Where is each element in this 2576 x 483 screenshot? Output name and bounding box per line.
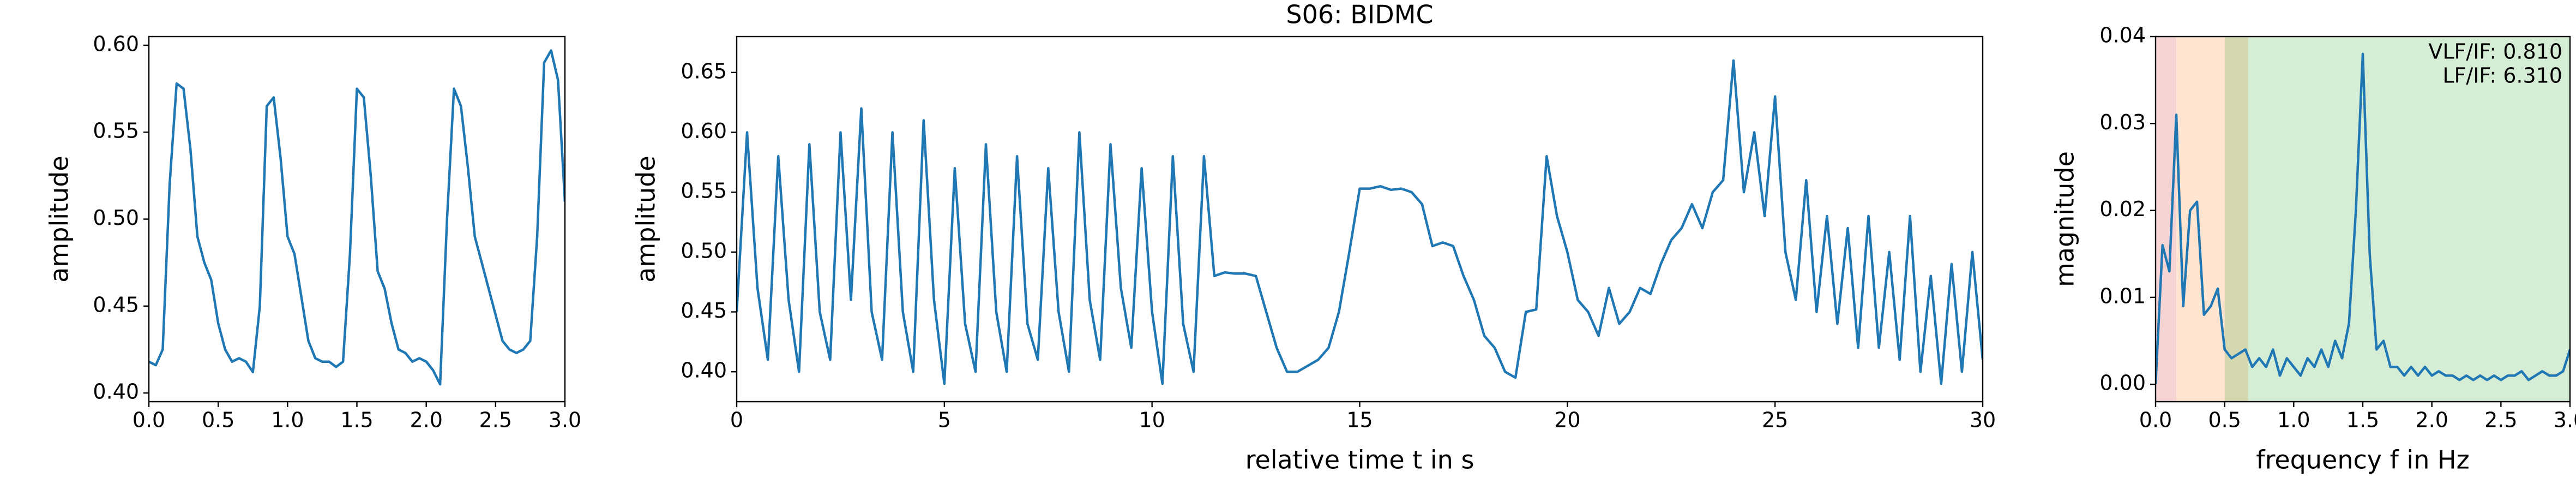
x-tick-label: 0.0 <box>133 408 165 432</box>
x-tick-label: 1.5 <box>340 408 373 432</box>
x-tick-label: 25 <box>1762 408 1788 432</box>
x-tick-label: 2.0 <box>410 408 442 432</box>
y-tick-label: 0.55 <box>681 179 727 203</box>
frequency-band <box>2156 37 2176 402</box>
y-axis-label: magnitude <box>2050 151 2080 287</box>
y-tick-label: 0.55 <box>93 119 139 143</box>
x-tick-label: 2.5 <box>2484 408 2517 432</box>
x-tick-label: 1.0 <box>2277 408 2310 432</box>
data-line <box>737 59 1983 385</box>
y-tick-label: 0.03 <box>2099 110 2146 134</box>
y-tick-label: 0.65 <box>681 59 727 83</box>
x-tick-label: 10 <box>1139 408 1165 432</box>
y-tick-label: 0.40 <box>681 359 727 383</box>
y-axis-label: amplitude <box>631 156 661 282</box>
x-tick-label: 30 <box>1970 408 1996 432</box>
x-tick-label: 1.0 <box>271 408 304 432</box>
x-tick-label: 2.5 <box>479 408 512 432</box>
chart-title: S06: BIDMC <box>1286 0 1433 29</box>
y-tick-label: 0.40 <box>93 380 139 404</box>
x-tick-label: 5 <box>938 408 951 432</box>
x-tick-label: 15 <box>1346 408 1373 432</box>
x-tick-label: 3.0 <box>2554 408 2576 432</box>
data-line <box>2156 52 2570 385</box>
x-tick-label: 0.5 <box>2208 408 2241 432</box>
annotation: LF/IF: 6.310 <box>2442 64 2562 88</box>
y-tick-label: 0.00 <box>2099 371 2146 395</box>
axes-frame <box>736 35 1984 403</box>
frequency-band <box>2224 37 2570 402</box>
y-tick-label: 0.04 <box>2099 23 2146 47</box>
y-tick-label: 0.50 <box>93 206 139 230</box>
x-tick-label: 20 <box>1554 408 1580 432</box>
y-tick-label: 0.45 <box>93 293 139 317</box>
y-tick-label: 0.01 <box>2099 284 2146 308</box>
x-tick-label: 1.5 <box>2346 408 2379 432</box>
x-axis-label: relative time t in s <box>1245 445 1474 475</box>
x-tick-label: 0.0 <box>2139 408 2172 432</box>
y-tick-label: 0.45 <box>681 299 727 323</box>
data-line <box>149 49 565 386</box>
y-tick-label: 0.02 <box>2099 197 2146 221</box>
y-axis-label: amplitude <box>45 156 74 282</box>
y-tick-label: 0.60 <box>93 32 139 56</box>
x-axis-label: frequency f in Hz <box>2256 445 2469 475</box>
annotation: VLF/IF: 0.810 <box>2428 40 2562 64</box>
y-tick-label: 0.60 <box>681 119 727 143</box>
y-tick-label: 0.50 <box>681 238 727 263</box>
x-tick-label: 0 <box>730 408 743 432</box>
x-tick-label: 2.0 <box>2415 408 2448 432</box>
x-tick-label: 0.5 <box>202 408 234 432</box>
x-tick-label: 3.0 <box>549 408 581 432</box>
